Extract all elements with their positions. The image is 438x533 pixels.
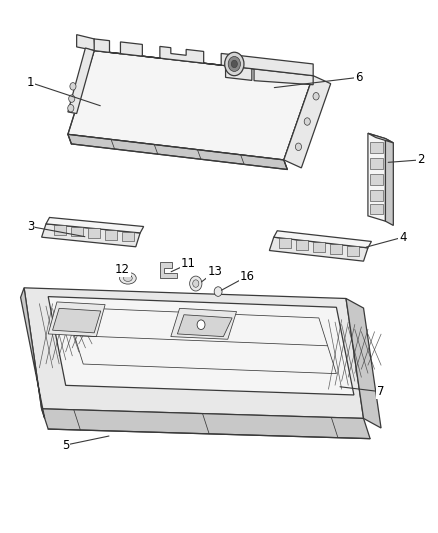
Text: 5: 5 [62, 439, 69, 451]
Polygon shape [68, 51, 313, 160]
Circle shape [313, 93, 319, 100]
Polygon shape [77, 35, 95, 51]
Text: 7: 7 [377, 385, 385, 398]
Bar [370, 190, 383, 201]
Text: 13: 13 [207, 265, 222, 278]
Polygon shape [269, 237, 368, 261]
Polygon shape [385, 139, 393, 225]
Bar [54, 225, 66, 235]
Polygon shape [24, 288, 364, 418]
Text: 1: 1 [27, 76, 35, 89]
Polygon shape [21, 288, 45, 418]
Polygon shape [226, 66, 252, 80]
Bar [313, 243, 325, 252]
Text: 12: 12 [115, 263, 130, 276]
Polygon shape [284, 76, 331, 168]
Bar [370, 158, 383, 169]
Circle shape [68, 104, 74, 112]
Polygon shape [42, 224, 140, 247]
Text: 4: 4 [399, 231, 407, 244]
Bar [88, 229, 100, 238]
Circle shape [197, 320, 205, 329]
Circle shape [69, 95, 75, 102]
Circle shape [70, 83, 76, 90]
Polygon shape [42, 409, 370, 439]
Ellipse shape [124, 275, 132, 281]
Ellipse shape [120, 272, 136, 284]
Polygon shape [46, 217, 144, 233]
Text: 11: 11 [181, 257, 196, 270]
Circle shape [228, 56, 240, 71]
Polygon shape [171, 308, 237, 340]
Polygon shape [346, 298, 381, 428]
Polygon shape [177, 314, 232, 337]
Bar [370, 204, 383, 214]
Polygon shape [66, 307, 336, 374]
Circle shape [295, 143, 301, 150]
Text: 3: 3 [27, 220, 34, 233]
Circle shape [231, 60, 237, 68]
Bar [370, 174, 383, 185]
Polygon shape [68, 134, 287, 169]
Bar [71, 227, 83, 237]
Circle shape [214, 287, 222, 296]
Bar [279, 238, 291, 248]
Polygon shape [94, 39, 313, 76]
Polygon shape [160, 262, 177, 278]
Polygon shape [48, 296, 354, 395]
Circle shape [190, 276, 202, 291]
Text: 2: 2 [417, 154, 424, 166]
Circle shape [225, 52, 244, 76]
Polygon shape [53, 308, 101, 333]
Polygon shape [48, 302, 105, 337]
Polygon shape [254, 69, 313, 85]
Circle shape [304, 118, 310, 125]
Bar [105, 230, 117, 240]
Text: 16: 16 [240, 270, 255, 282]
Text: 6: 6 [355, 71, 363, 84]
Polygon shape [68, 48, 94, 114]
Circle shape [193, 280, 199, 287]
Bar [330, 244, 342, 254]
Bar [122, 232, 134, 241]
Bar [370, 142, 383, 153]
Polygon shape [274, 231, 371, 248]
Bar [347, 246, 359, 256]
Bar [296, 240, 308, 250]
Polygon shape [368, 133, 393, 143]
Polygon shape [368, 133, 385, 221]
